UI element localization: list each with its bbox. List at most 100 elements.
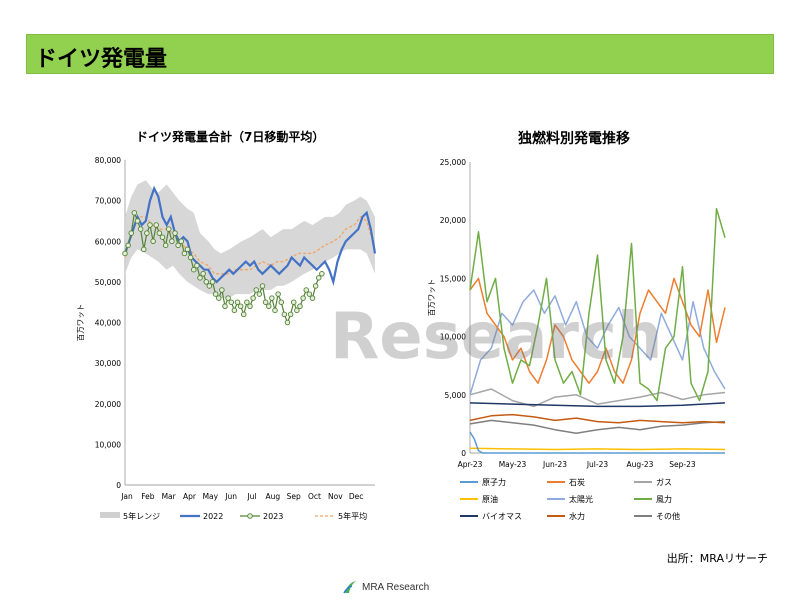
point-2023 — [203, 279, 209, 285]
point-2023 — [184, 246, 191, 253]
point-2023 — [187, 254, 194, 261]
y-tick-label: 20,000 — [440, 216, 466, 225]
legend-label: 石炭 — [569, 478, 585, 487]
point-2023 — [287, 311, 294, 318]
x-tick-label: Jul — [246, 492, 256, 501]
point-2023 — [178, 238, 184, 244]
x-tick-label: Jun-23 — [542, 460, 567, 469]
point-2023 — [306, 291, 313, 297]
series-line-その他 — [469, 419, 726, 434]
series-line-原油 — [469, 447, 726, 451]
series-line-バイオマス — [469, 402, 726, 408]
legend-label: 2022 — [203, 512, 223, 521]
point-2023 — [147, 222, 153, 228]
legend-label: 原油 — [482, 494, 498, 504]
x-tick-label: May-23 — [499, 460, 527, 469]
logo-icon — [343, 581, 356, 594]
series-line-風力 — [469, 207, 726, 402]
point-2023 — [144, 230, 150, 236]
series-line-石炭 — [469, 277, 726, 384]
y-tick-label: 0 — [461, 449, 466, 458]
y-tick-label: 80,000 — [95, 156, 121, 165]
legend-label: バイオマス — [482, 512, 522, 521]
range-band-5yr — [125, 180, 375, 299]
point-2023 — [153, 222, 159, 228]
x-tick-label: Feb — [141, 492, 155, 501]
x-tick-label: Jun — [224, 492, 237, 501]
source-note: 出所：MRAリサーチ — [666, 552, 768, 565]
x-tick-label: Jan — [120, 492, 133, 501]
point-2023 — [319, 270, 325, 277]
legend-label: 太陽光 — [569, 494, 593, 504]
x-tick-label: Apr-23 — [458, 460, 483, 469]
y-tick-label: 70,000 — [95, 197, 121, 206]
chart-title-by-fuel: 独燃料別発電推移 — [518, 131, 630, 147]
point-2023 — [131, 210, 138, 216]
point-2023 — [122, 250, 128, 257]
chart-generation-by-fuel: 0 5,000 10,000 15,000 20,000 25,000 Apr-23 May-… — [427, 158, 726, 521]
x-tick-label: Aug-23 — [627, 460, 654, 469]
point-2023 — [156, 230, 163, 236]
x-tick-label: Dec — [349, 492, 364, 501]
y-tick-label: 0 — [116, 481, 121, 490]
point-2023 — [269, 295, 275, 301]
point-2023 — [278, 299, 284, 305]
y-tick-label: 10,000 — [95, 440, 121, 449]
legend-label: 5年レンジ — [123, 511, 160, 521]
y-tick-label: 30,000 — [95, 359, 121, 368]
point-2023 — [297, 303, 303, 309]
legend-label: 水力 — [569, 511, 585, 521]
point-2023 — [290, 299, 297, 305]
point-2023 — [240, 311, 247, 318]
y-tick-label: 40,000 — [95, 319, 121, 328]
point-2023 — [244, 299, 250, 305]
y-tick-label: 5,000 — [445, 391, 467, 400]
chart-total-generation: 0 10,000 20,000 30,000 40,000 50,000 60,000 70,… — [76, 156, 377, 521]
x-tick-label: Oct — [308, 492, 321, 501]
point-2023 — [197, 275, 203, 281]
point-2023 — [275, 291, 281, 297]
y-axis-label: 百万ワット — [427, 279, 436, 317]
point-2023 — [250, 295, 256, 301]
point-2023 — [159, 234, 166, 240]
point-2023 — [206, 283, 213, 289]
point-2023 — [265, 303, 272, 309]
series-line-2023 — [124, 210, 323, 325]
point-2023 — [200, 270, 206, 277]
series-line-太陽光 — [469, 289, 726, 396]
point-2023 — [181, 250, 188, 257]
point-2023 — [162, 242, 169, 249]
point-2023 — [128, 230, 135, 236]
y-tick-label: 20,000 — [95, 400, 121, 409]
series-line-2022 — [123, 185, 377, 287]
point-2023 — [215, 295, 222, 301]
x-tick-label: May — [203, 492, 219, 501]
legend-label: その他 — [656, 511, 680, 521]
point-2023 — [225, 295, 231, 301]
legend-swatch — [100, 512, 120, 518]
point-2023 — [209, 279, 216, 285]
footer-logo-text: MRA Research — [362, 581, 430, 593]
x-tick-label: Nov — [328, 492, 343, 501]
x-tick-label: Apr — [183, 492, 197, 501]
point-2023 — [262, 299, 269, 305]
point-2023 — [172, 230, 178, 236]
legend-marker — [247, 513, 253, 519]
legend-label: 風力 — [656, 494, 672, 504]
point-2023 — [150, 238, 156, 244]
point-2023 — [294, 307, 300, 314]
point-2023 — [219, 287, 225, 293]
point-2023 — [237, 303, 244, 309]
legend-label: 5年平均 — [338, 511, 367, 521]
point-2023 — [212, 291, 219, 297]
y-tick-label: 25,000 — [440, 158, 466, 167]
point-2023 — [231, 307, 238, 314]
y-tick-label: 15,000 — [440, 274, 466, 283]
x-tick-label: Aug — [266, 492, 281, 501]
series-line-原子力 — [469, 431, 725, 454]
y-tick-label: 60,000 — [95, 237, 121, 246]
point-2023 — [300, 295, 306, 301]
point-2023 — [169, 238, 175, 244]
point-2023 — [247, 303, 253, 309]
point-2023 — [125, 242, 131, 249]
